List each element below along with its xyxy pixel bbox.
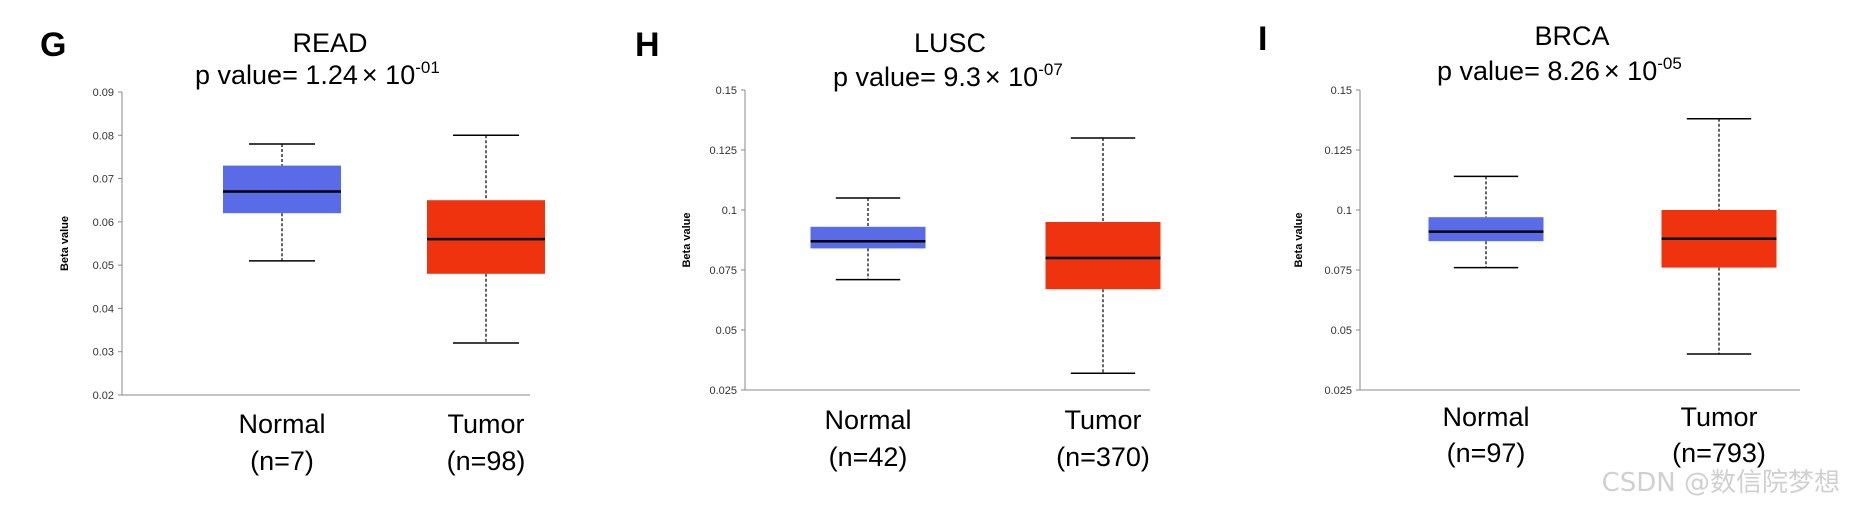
p-value-label: p value= 1.24 × 10-01: [195, 58, 440, 90]
category-label-normal: Normal: [238, 409, 325, 439]
y-tick-label: 0.05: [1331, 325, 1352, 337]
tumor-box: [1045, 222, 1161, 290]
panel-letter: G: [40, 26, 66, 64]
y-tick-label: 0.05: [93, 260, 114, 272]
y-tick-label: 0.025: [1324, 385, 1352, 397]
normal-box: [223, 165, 341, 214]
p-value-exponent: -01: [415, 58, 440, 77]
chart-title: BRCA: [1534, 21, 1609, 51]
y-tick-label: 0.1: [722, 205, 737, 217]
y-axis-label: Beta value: [59, 216, 71, 271]
y-tick-label: 0.125: [1324, 145, 1352, 157]
sample-size-normal: (n=97): [1447, 438, 1526, 468]
p-value-label: p value= 8.26 × 10-05: [1437, 54, 1682, 86]
y-tick-label: 0.075: [1324, 265, 1352, 277]
y-tick-label: 0.09: [93, 87, 114, 99]
p-value-base: 10: [1001, 62, 1039, 92]
sample-size-tumor: (n=793): [1672, 438, 1766, 468]
p-value-times-sign: ×: [362, 60, 378, 90]
y-tick-label: 0.07: [93, 174, 114, 186]
p-value-mantissa: p value= 9.3: [833, 62, 981, 92]
category-label-tumor: Tumor: [1680, 402, 1757, 432]
y-axis-label: Beta value: [1293, 212, 1305, 267]
y-tick-label: 0.15: [1331, 85, 1352, 97]
p-value-exponent: -07: [1038, 60, 1063, 79]
watermark-text: CSDN @数信院梦想: [1601, 468, 1840, 498]
tumor-box: [427, 200, 545, 274]
chart-title: LUSC: [914, 28, 986, 58]
normal-box: [1428, 217, 1544, 242]
y-tick-label: 0.04: [93, 303, 114, 315]
y-tick-label: 0.05: [716, 325, 737, 337]
y-tick-label: 0.06: [93, 217, 114, 229]
p-value-times-sign: ×: [1604, 56, 1620, 86]
p-value-base: 10: [1620, 56, 1658, 86]
y-tick-label: 0.125: [709, 145, 737, 157]
sample-size-normal: (n=42): [829, 442, 908, 472]
chart-title: READ: [292, 28, 367, 58]
p-value-mantissa: p value= 8.26: [1437, 56, 1600, 86]
y-tick-label: 0.03: [93, 347, 114, 359]
p-value-mantissa: p value= 1.24: [195, 60, 358, 90]
y-axis-label: Beta value: [681, 212, 693, 267]
sample-size-tumor: (n=370): [1056, 442, 1150, 472]
y-tick-label: 0.075: [709, 265, 737, 277]
panel-letter: H: [635, 26, 660, 64]
y-tick-label: 0.1: [1337, 205, 1352, 217]
category-label-normal: Normal: [824, 405, 911, 435]
y-tick-label: 0.15: [716, 85, 737, 97]
y-tick-label: 0.025: [709, 385, 737, 397]
y-tick-label: 0.02: [93, 390, 114, 402]
sample-size-normal: (n=7): [250, 446, 314, 476]
panel-letter: I: [1258, 20, 1267, 58]
p-value-label: p value= 9.3 × 10-07: [833, 60, 1063, 92]
p-value-exponent: -05: [1657, 54, 1682, 73]
category-label-normal: Normal: [1442, 402, 1529, 432]
p-value-base: 10: [378, 60, 416, 90]
p-value-times-sign: ×: [985, 62, 1001, 92]
y-tick-label: 0.08: [93, 130, 114, 142]
category-label-tumor: Tumor: [1064, 405, 1141, 435]
category-label-tumor: Tumor: [447, 409, 524, 439]
sample-size-tumor: (n=98): [447, 446, 526, 476]
normal-box: [810, 226, 926, 249]
